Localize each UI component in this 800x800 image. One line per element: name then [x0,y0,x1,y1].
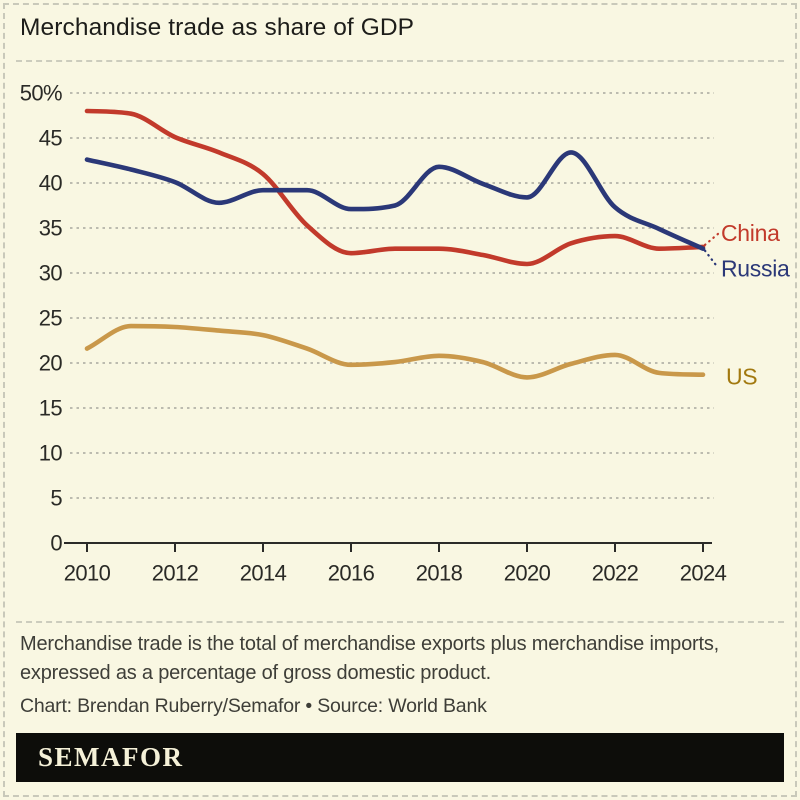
x-axis-tick-label: 2010 [64,561,111,586]
series-line-us [84,323,706,380]
x-axis-tick-label: 2018 [416,561,463,586]
x-axis-tick-label: 2022 [592,561,639,586]
y-axis-tick-label: 10 [39,441,63,466]
y-axis-tick-label: 45 [39,126,63,151]
y-axis-tick-label: 35 [39,216,63,241]
y-axis-tick-label: 30 [39,261,63,286]
x-axis-tick-label: 2020 [504,561,551,586]
x-axis-tick-label: 2014 [240,561,287,586]
leader-line-china [703,232,720,246]
series-line-china [84,108,706,267]
footnote: Merchandise trade is the total of mercha… [20,630,764,688]
y-axis-tick-label: 20 [39,351,63,376]
semafor-logo-bar: SEMAFOR [16,733,784,782]
x-axis-tick-label: 2024 [680,561,727,586]
y-axis-tick-label: 0 [50,531,62,556]
y-axis-tick-label: 25 [39,306,63,331]
y-axis-tick-label: 40 [39,171,63,196]
x-axis-tick-label: 2016 [328,561,375,586]
series-label-russia: Russia [721,256,790,282]
footnote-line: Merchandise trade is the total of mercha… [20,633,719,655]
y-axis-tick-label: 15 [39,396,63,421]
footnote-divider [16,621,784,623]
series-label-us: US [726,364,757,390]
page-title: Merchandise trade as share of GDP [20,14,415,41]
y-axis-tick-label: 50% [20,81,62,106]
leader-line-russia [703,249,720,269]
title-divider [16,60,784,62]
credit-line: Chart: Brendan Ruberry/Semafor • Source:… [20,695,487,717]
trade-chart: 0 5 10 15 20 25 30 35 40 45 50% 2010 2012 2014 2016 201… [20,81,791,586]
footnote-line: expressed as a percentage of gross domes… [20,662,491,684]
x-axis-tick-label: 2012 [152,561,199,586]
series-label-china: China [721,220,780,246]
y-axis-tick-label: 5 [50,486,62,511]
semafor-logo: SEMAFOR [38,742,184,772]
series-line-russia [84,150,706,251]
